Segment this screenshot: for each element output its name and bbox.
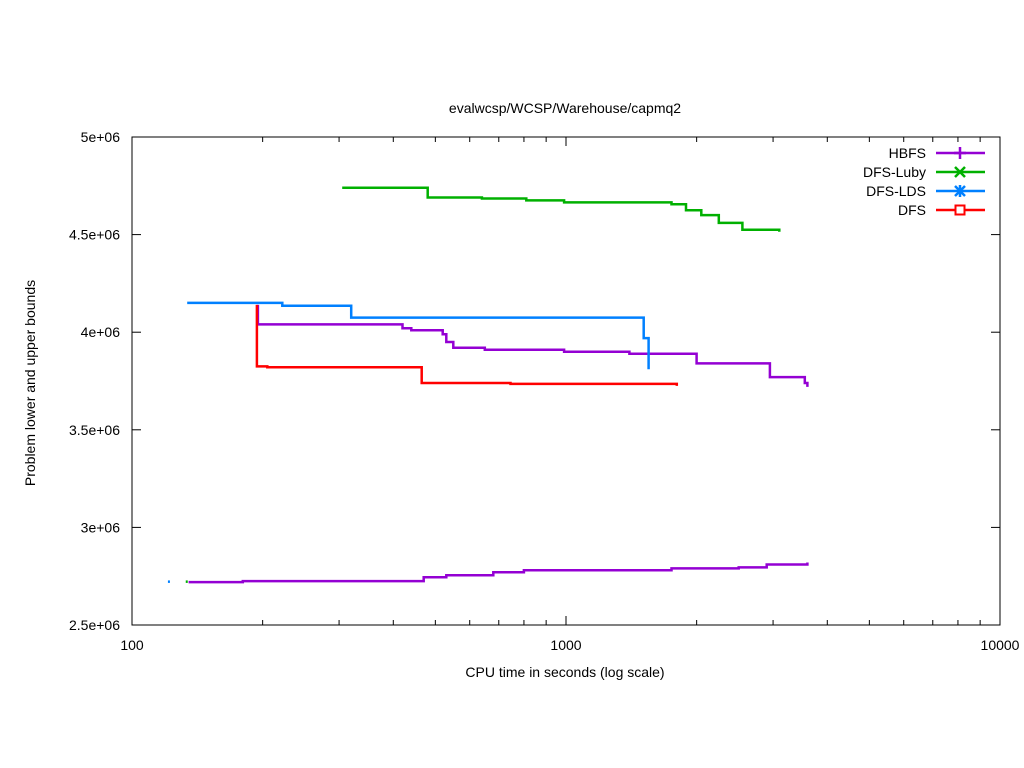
legend-label-dfs: DFS [898,202,926,218]
plot-series [167,186,809,584]
hbfs-upper-bound-line [256,304,809,387]
legend-marker-dfs [954,204,966,216]
legend-label-dfs-lds: DFS-LDS [866,183,926,199]
legend-marker-dfs-lds [954,185,966,197]
dfs-upper-bound-line [255,304,679,386]
axis-ticks: 2.5e+06 3e+06 3.5e+06 4e+06 4.5e+06 5e+06 100 1… [69,129,1020,653]
dfs-luby-upper-bound-line [342,186,781,232]
y-tick-label: 5e+06 [81,129,121,145]
y-tick-label: 2.5e+06 [69,617,120,633]
plot-frame [131,136,1001,626]
legend-marker-hbfs [954,147,966,159]
legend-label-hbfs: HBFS [889,145,926,161]
legend-marker-dfs-luby [954,166,966,178]
x-tick-label: 10000 [981,637,1020,653]
legend: HBFS DFS-Luby DFS-LDS DFS [863,145,985,218]
legend-label-dfs-luby: DFS-Luby [863,164,926,180]
y-tick-label: 3.5e+06 [69,422,120,438]
x-axis-label: CPU time in seconds (log scale) [465,664,664,680]
x-tick-label: 1000 [550,637,581,653]
hbfs-lower-bound-line [188,562,809,584]
y-tick-label: 4e+06 [81,324,121,340]
chart-title: evalwcsp/WCSP/Warehouse/capmq2 [449,100,681,116]
y-axis-label: Problem lower and upper bounds [22,280,38,486]
dfs-lds-upper-bound-line [187,301,650,370]
y-tick-label: 4.5e+06 [69,227,120,243]
x-tick-label: 100 [120,637,144,653]
y-tick-label: 3e+06 [81,519,121,535]
